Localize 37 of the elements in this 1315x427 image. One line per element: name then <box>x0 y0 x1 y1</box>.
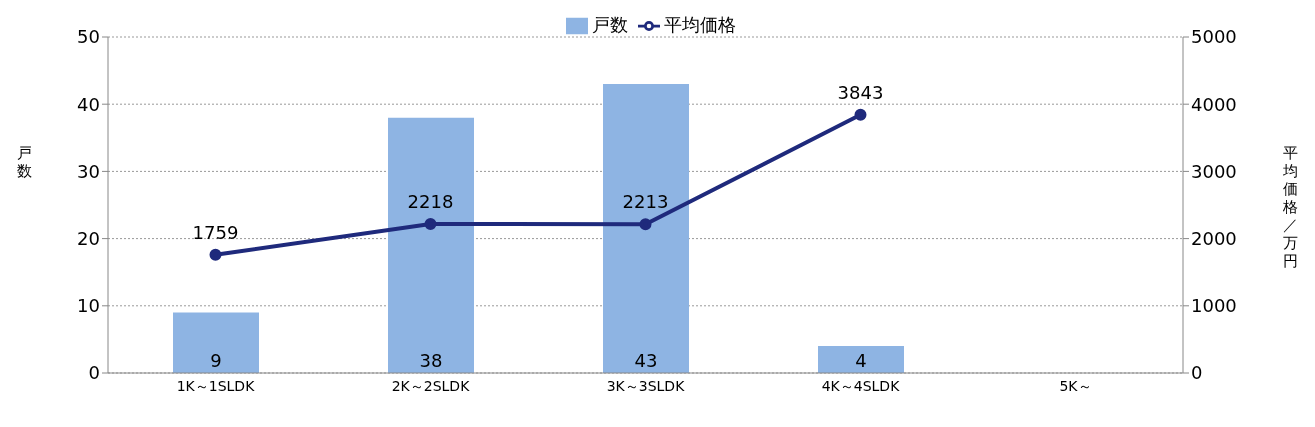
point <box>209 248 222 261</box>
data-label: 4 <box>855 350 867 371</box>
y-tick-label: 0 <box>88 362 100 384</box>
y-tick-label: 30 <box>77 160 100 182</box>
x-tick-label: 3K～3SLDK <box>606 377 686 394</box>
point <box>639 218 652 231</box>
data-label: 3843 <box>837 81 884 103</box>
point <box>854 108 867 121</box>
y-tick-label: 50 <box>77 26 100 48</box>
data-label: 2218 <box>407 190 454 212</box>
y-tick-label: 40 <box>77 93 100 115</box>
data-label: 1759 <box>192 221 239 243</box>
x-tick-label: 4K～4SLDK <box>821 377 901 394</box>
y2-tick-label: 1000 <box>1191 295 1237 317</box>
bar <box>818 346 904 373</box>
y-tick-label: 20 <box>77 227 100 249</box>
y2-tick-label: 4000 <box>1191 93 1237 115</box>
bar <box>388 117 474 373</box>
data-label: 9 <box>210 350 222 371</box>
y-axis-title: 戸数 <box>16 144 32 180</box>
bar <box>603 84 689 373</box>
legend-label: 平均価格 <box>663 14 736 35</box>
data-label: 2213 <box>622 191 669 213</box>
bar <box>173 312 259 373</box>
point <box>424 217 437 230</box>
y2-tick-label: 0 <box>1191 362 1203 384</box>
y2-axis-title: 平均価格／万円 <box>1281 144 1298 270</box>
x-tick-label: 2K～2SLDK <box>391 377 471 394</box>
x-tick-label: 5K～ <box>1059 377 1092 394</box>
y2-tick-label: 3000 <box>1191 160 1237 182</box>
data-label: 43 <box>634 350 658 371</box>
y-tick-label: 10 <box>77 295 100 317</box>
x-tick-label: 1K～1SLDK <box>176 377 256 394</box>
legend-label: 戸数 <box>591 14 628 35</box>
y2-tick-label: 5000 <box>1191 26 1237 48</box>
data-label: 38 <box>419 350 443 371</box>
y2-tick-label: 2000 <box>1191 227 1237 249</box>
